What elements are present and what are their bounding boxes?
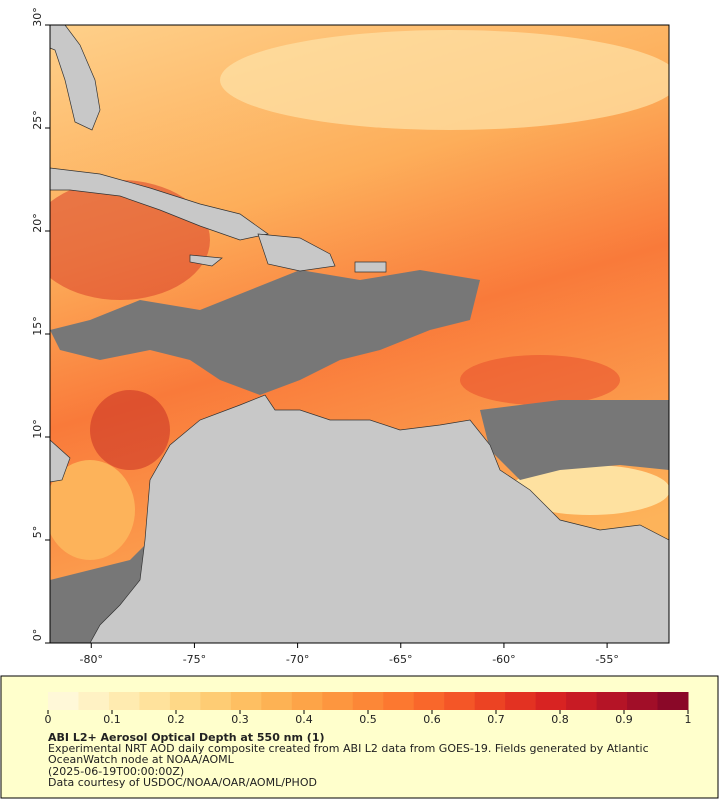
map [50,25,669,643]
colorbar: 0 0.1 0.2 0.3 0.4 0.5 0.6 0.7 0.8 0.9 1 [45,692,692,726]
colorbar-swatch [261,692,293,710]
y-tick-label: 5° [31,526,44,539]
y-tick-label: 30° [31,7,44,27]
colorbar-tick-label: 0.9 [615,713,633,726]
colorbar-swatch [505,692,537,710]
colorbar-swatch [535,692,567,710]
colorbar-swatch [230,692,262,710]
colorbar-swatch [596,692,628,710]
x-tick-label: -75° [183,653,206,666]
x-tick-label: -55° [595,653,618,666]
axes: -80° -75° -70° -65° -60° -55° 0° 5° 10° 15° 20° 25°… [31,7,619,666]
colorbar-swatch [383,692,415,710]
y-tick-label: 25° [31,110,44,130]
colorbar-swatch [352,692,384,710]
x-tick-label: -70° [286,653,309,666]
y-tick-label: 15° [31,316,44,336]
caption-title: ABI L2+ Aerosol Optical Depth at 550 nm … [48,731,325,744]
colorbar-swatch [413,692,445,710]
colorbar-swatch [200,692,232,710]
y-tick-label: 20° [31,213,44,233]
colorbar-swatch [291,692,323,710]
colorbar-tick-label: 0.2 [167,713,185,726]
colorbar-swatch [108,692,140,710]
colorbar-tick-label: 0.8 [551,713,569,726]
x-tick-label: -80° [80,653,103,666]
caption-line: Experimental NRT AOD daily composite cre… [48,742,649,755]
colorbar-tick-label: 1 [685,713,692,726]
x-tick-label: -65° [389,653,412,666]
y-tick-label: 0° [31,629,44,642]
colorbar-tick-label: 0.4 [295,713,313,726]
colorbar-tick-label: 0.5 [359,713,377,726]
colorbar-tick-label: 0.3 [231,713,249,726]
caption-line: Data courtesy of USDOC/NOAA/OAR/AOML/PHO… [48,776,317,789]
colorbar-swatch [139,692,171,710]
colorbar-tick-label: 0 [45,713,52,726]
colorbar-swatch [78,692,110,710]
colorbar-tick-label: 0.1 [103,713,121,726]
colorbar-swatch [444,692,476,710]
x-tick-label: -60° [492,653,515,666]
colorbar-swatch [169,692,201,710]
colorbar-swatch [48,692,79,710]
y-tick-label: 10° [31,419,44,439]
colorbar-swatch [657,692,689,710]
caption-line: OceanWatch node at NOAA/AOML [48,753,235,766]
colorbar-tick-label: 0.7 [487,713,505,726]
colorbar-swatch [566,692,598,710]
colorbar-swatch [474,692,506,710]
colorbar-tick-label: 0.6 [423,713,441,726]
colorbar-swatch [322,692,354,710]
caption-line: (2025-06-19T00:00:00Z) [48,765,184,778]
colorbar-swatch [627,692,659,710]
